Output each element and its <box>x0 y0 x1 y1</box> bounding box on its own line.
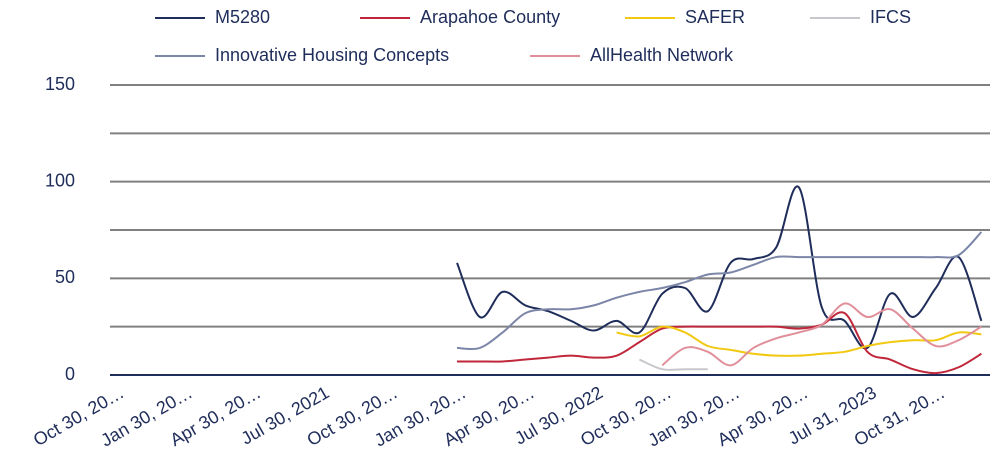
series-line <box>457 311 982 375</box>
y-tick-label: 100 <box>45 170 75 190</box>
legend-label: IFCS <box>870 7 911 27</box>
legend-item: AllHealth Network <box>530 45 734 65</box>
y-tick-label: 150 <box>45 74 75 94</box>
series-line <box>616 325 982 357</box>
legend-item: M5280 <box>155 7 270 27</box>
y-tick-label: 0 <box>65 364 75 384</box>
series-line <box>661 302 982 367</box>
legend-item: Innovative Housing Concepts <box>155 45 449 65</box>
series-line <box>456 231 983 351</box>
legend-label: M5280 <box>215 7 270 27</box>
series-line <box>456 185 983 350</box>
legend-item: SAFER <box>625 7 745 27</box>
legend-label: Innovative Housing Concepts <box>215 45 449 65</box>
legend-item: Arapahoe County <box>360 7 560 27</box>
y-tick-label: 50 <box>55 267 75 287</box>
legend-label: Arapahoe County <box>420 7 560 27</box>
legend-item: IFCS <box>810 7 911 27</box>
legend-label: AllHealth Network <box>590 45 734 65</box>
legend-label: SAFER <box>685 7 745 27</box>
series-line <box>638 358 708 371</box>
